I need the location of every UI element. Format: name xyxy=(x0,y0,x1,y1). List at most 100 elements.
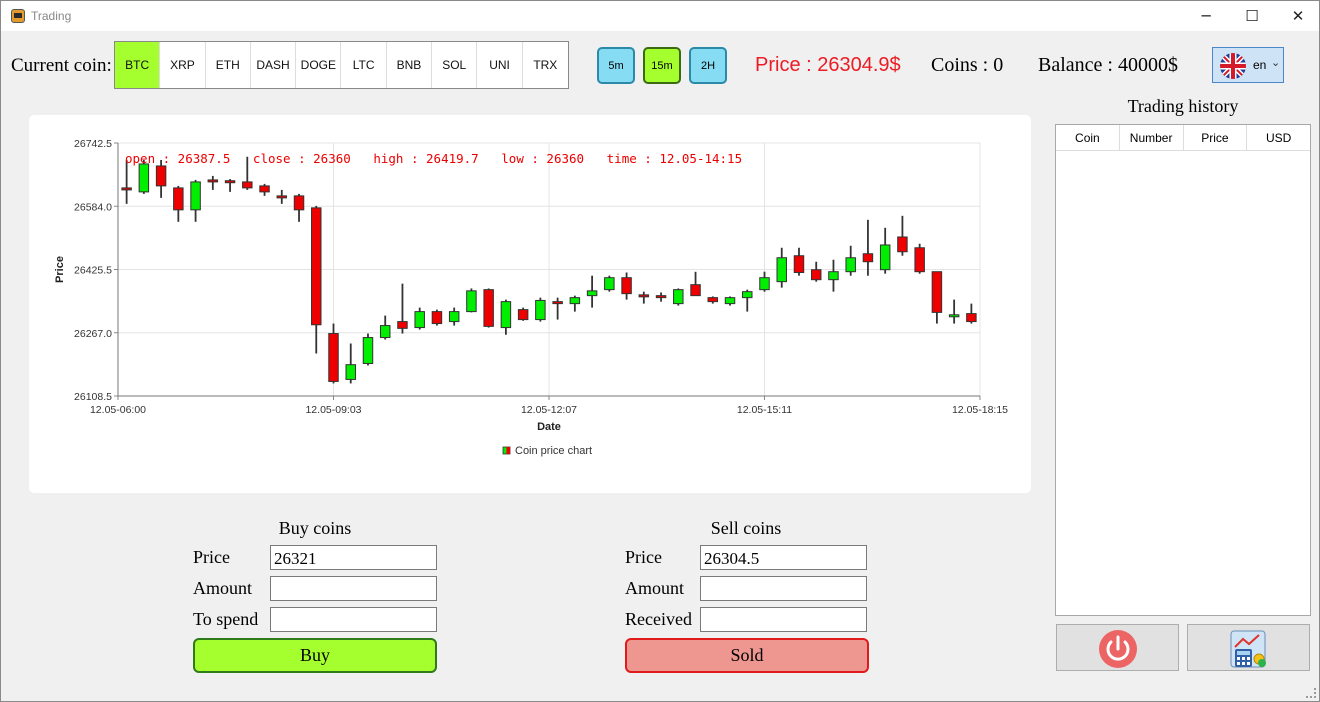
candle-body xyxy=(776,257,787,283)
candle-body xyxy=(793,255,805,273)
candle-body xyxy=(845,257,856,273)
y-tick-label: 26108.5 xyxy=(74,391,112,403)
x-tick-label: 12.05-15:11 xyxy=(737,404,792,416)
candle-body xyxy=(345,364,356,380)
candle-body xyxy=(242,181,253,189)
sell-button[interactable]: Sold xyxy=(625,638,869,673)
candle-body xyxy=(759,277,770,291)
candle-body xyxy=(724,297,736,305)
x-tick-label: 12.05-09:03 xyxy=(305,404,361,416)
column-header-usd[interactable]: USD xyxy=(1265,130,1292,145)
candle-body xyxy=(224,180,236,184)
current-price: Price : 26304.9$ xyxy=(755,54,901,76)
timeframe-5m-button[interactable]: 5m xyxy=(597,47,635,84)
sell-price-label: Price xyxy=(625,547,662,567)
candle-body xyxy=(604,277,615,291)
coin-button-dash[interactable]: DASH xyxy=(251,42,297,88)
column-header-number[interactable]: Number xyxy=(1120,125,1184,150)
coin-button-trx[interactable]: TRX xyxy=(533,58,558,72)
candle-body xyxy=(414,311,425,329)
candle-body xyxy=(500,301,512,329)
calculator-chart-icon xyxy=(1230,630,1266,668)
candle-body xyxy=(638,294,650,298)
coin-button-xrp[interactable]: XRP xyxy=(160,42,206,88)
coin-button-btc[interactable]: BTC xyxy=(115,42,161,88)
table-header: Coin Number Price USD xyxy=(1056,125,1310,151)
candle-body xyxy=(690,284,701,297)
received-label: Received xyxy=(625,609,692,629)
close-button[interactable]: ✕ xyxy=(1291,7,1305,25)
calculator-button[interactable] xyxy=(1187,624,1310,671)
coin-button-ltc[interactable]: LTC xyxy=(341,42,387,88)
candle-body xyxy=(931,271,943,313)
buy-button[interactable]: Buy xyxy=(193,638,437,673)
uk-flag-icon xyxy=(1220,53,1246,79)
received-input[interactable] xyxy=(700,607,867,632)
trading-history-title: Trading history xyxy=(1127,96,1239,116)
candle-body xyxy=(862,253,874,263)
candle-body xyxy=(207,179,219,183)
to-spend-input[interactable] xyxy=(270,607,437,632)
candle-body xyxy=(466,290,477,313)
sell-amount-input[interactable] xyxy=(700,576,867,601)
candle-body xyxy=(535,299,546,321)
to-spend-label: To spend xyxy=(193,609,259,629)
candle-tooltip: open : 26387.5 close : 26360 high : 2641… xyxy=(125,151,742,166)
price-chart-panel: 26742.5 26584.0 26425.5 26267.0 26108.5 12.05… xyxy=(29,115,1031,493)
sell-price-input[interactable] xyxy=(700,545,867,570)
coins-count: Coins : 0 xyxy=(931,54,1004,76)
candle-body xyxy=(948,314,960,318)
candle-body xyxy=(552,301,563,305)
candle-body xyxy=(190,181,201,211)
coin-button-uni[interactable]: UNI xyxy=(477,42,523,88)
minimize-button[interactable]: ─ xyxy=(1201,7,1211,25)
candle-body xyxy=(517,309,529,321)
y-axis-title: Price xyxy=(54,256,66,283)
y-tick-label: 26425.5 xyxy=(74,265,112,277)
buy-price-input[interactable] xyxy=(270,545,437,570)
candle-body xyxy=(569,297,581,305)
power-button[interactable] xyxy=(1056,624,1179,671)
coin-button-bnb[interactable]: BNB xyxy=(387,42,433,88)
buy-price-label: Price xyxy=(193,547,230,567)
legend-swatch-down xyxy=(506,447,510,454)
current-coin-label: Current coin: xyxy=(11,55,112,76)
x-tick-label: 12.05-18:15 xyxy=(952,404,1008,416)
buy-amount-label: Amount xyxy=(193,578,253,598)
candle-body xyxy=(397,321,408,329)
timeframe-15m-button[interactable]: 15m xyxy=(643,47,681,84)
power-icon xyxy=(1099,630,1137,668)
sell-section-title: Sell coins xyxy=(710,518,782,538)
coin-button-eth[interactable]: ETH xyxy=(206,42,251,88)
candle-body xyxy=(879,244,891,271)
x-tick-label: 12.05-12:07 xyxy=(521,404,577,416)
trading-history-table: Coin Number Price USD xyxy=(1055,124,1311,616)
balance: Balance : 40000$ xyxy=(1038,54,1178,76)
buy-amount-input[interactable] xyxy=(270,576,437,601)
coin-button-sol[interactable]: SOL xyxy=(432,42,478,88)
resize-grip[interactable] xyxy=(1306,688,1316,698)
x-tick-label: 12.05-06:00 xyxy=(90,404,146,416)
candle-body xyxy=(155,165,167,187)
y-tick-label: 26584.0 xyxy=(74,201,112,213)
candle-body xyxy=(655,295,667,299)
column-header-price[interactable]: Price xyxy=(1184,125,1248,150)
candle-body xyxy=(448,311,460,323)
candle-body xyxy=(586,290,598,297)
y-tick-label: 26742.5 xyxy=(74,138,112,150)
candle-body xyxy=(483,289,494,327)
candle-body xyxy=(673,289,684,305)
candle-body xyxy=(828,271,839,281)
candle-body xyxy=(379,325,391,339)
coin-button-doge[interactable]: DOGE xyxy=(296,42,342,88)
language-select[interactable]: en ⌄ xyxy=(1212,47,1284,83)
timeframe-2h-button[interactable]: 2H xyxy=(689,47,727,84)
candle-body xyxy=(707,297,719,303)
candle-body xyxy=(914,247,925,273)
maximize-button[interactable]: ☐ xyxy=(1245,7,1259,25)
candle-body xyxy=(362,337,374,364)
chevron-down-icon: ⌄ xyxy=(1271,56,1281,69)
column-header-coin[interactable]: Coin xyxy=(1056,125,1120,150)
language-code: en xyxy=(1253,58,1267,72)
